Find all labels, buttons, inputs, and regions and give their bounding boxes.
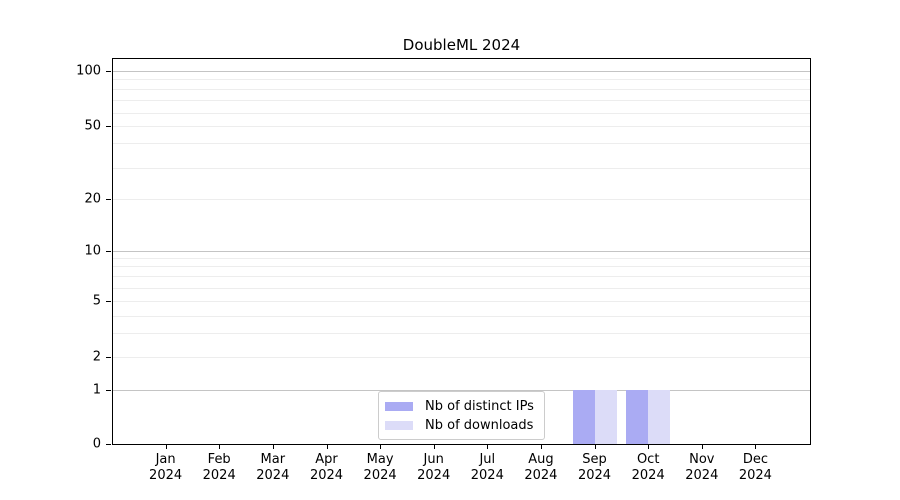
legend-item-nb-of-downloads: Nb of downloads (385, 417, 534, 433)
legend-label-nb-of-downloads: Nb of downloads (425, 417, 534, 433)
x-tick-label-oct: Oct 2024 (632, 452, 665, 484)
y-tick-label-5: 5 (92, 293, 101, 308)
x-tick-label-dec: Dec 2024 (739, 452, 772, 484)
x-tick-year-oct: 2024 (631, 468, 665, 483)
x-tick-label-feb: Feb 2024 (203, 452, 236, 484)
x-tick-month-feb: Feb (207, 452, 231, 467)
bars-layer (113, 59, 810, 444)
y-tick-50 (106, 125, 111, 127)
bar-oct-nb-of-downloads (648, 389, 671, 444)
x-tick-label-sep: Sep 2024 (578, 452, 611, 484)
y-tick-label-2: 2 (92, 349, 101, 365)
gridline-y-4 (113, 315, 810, 317)
y-tick-label-50: 50 (84, 118, 101, 133)
y-tick-10 (106, 250, 111, 252)
x-tick-year-nov: 2024 (685, 468, 719, 483)
y-tick-5 (106, 300, 111, 302)
x-tick-year-sep: 2024 (577, 468, 612, 483)
gridline-y-3 (113, 333, 810, 334)
bar-oct-nb-of-distinct-ips (626, 389, 649, 444)
x-tick-month-oct: Oct (636, 452, 660, 467)
x-tick-label-jul: Jul 2024 (471, 452, 504, 484)
y-tick-label-10: 10 (84, 243, 101, 258)
x-tick-month-jan: Jan (155, 452, 176, 467)
bar-sep-nb-of-distinct-ips (572, 389, 595, 444)
legend-swatch-nb-of-distinct-ips (385, 401, 413, 411)
legend-label-nb-of-distinct-ips: Nb of distinct IPs (425, 398, 534, 414)
gridline-y-30 (113, 168, 810, 169)
gridline-y-60 (113, 113, 810, 114)
y-tick-1 (106, 389, 111, 391)
x-tick-month-mar: Mar (260, 452, 286, 467)
y-tick-label-100: 100 (76, 63, 101, 78)
x-tick-year-apr: 2024 (309, 468, 344, 483)
y-tick-20 (106, 199, 111, 200)
gridline-y-10 (113, 250, 810, 252)
x-tick-year-may: 2024 (363, 468, 397, 483)
gridline-y-6 (113, 288, 810, 289)
gridline-y-1 (113, 389, 810, 391)
legend-item-nb-of-distinct-ips: Nb of distinct IPs (385, 398, 534, 414)
x-tick-year-jun: 2024 (417, 468, 451, 483)
grid-layer (113, 59, 810, 444)
x-tick-year-jan: 2024 (149, 468, 183, 483)
x-tick-year-mar: 2024 (256, 468, 290, 483)
x-tick-month-may: May (366, 452, 394, 467)
y-tick-100 (106, 70, 111, 72)
y-tick-2 (106, 357, 111, 358)
x-tick-year-jul: 2024 (470, 468, 504, 483)
bar-sep-nb-of-downloads (594, 389, 617, 444)
gridline-y-7 (113, 276, 810, 277)
x-tick-month-dec: Dec (742, 452, 768, 467)
x-tick-label-jun: Jun 2024 (417, 452, 450, 484)
plot-area: Nb of distinct IPs Nb of downloads (112, 58, 811, 445)
x-tick-label-may: May 2024 (364, 452, 397, 484)
x-tick-month-nov: Nov (689, 452, 715, 467)
gridline-y-8 (113, 266, 810, 267)
x-tick-year-aug: 2024 (524, 468, 558, 483)
x-tick-month-jun: Jun (423, 452, 444, 467)
gridline-y-40 (113, 143, 810, 144)
legend: Nb of distinct IPs Nb of downloads (378, 391, 545, 440)
y-tick-label-0: 0 (92, 436, 101, 452)
gridline-y-90 (113, 78, 810, 80)
gridline-y-80 (113, 89, 810, 90)
chart-title: DoubleML 2024 (402, 36, 521, 54)
x-tick-label-jan: Jan 2024 (149, 452, 182, 484)
x-tick-year-dec: 2024 (738, 468, 772, 483)
x-tick-month-apr: Apr (315, 452, 338, 467)
gridline-y-100 (113, 70, 810, 72)
gridline-y-20 (113, 199, 810, 200)
gridline-y-70 (113, 100, 810, 101)
x-tick-month-sep: Sep (582, 452, 607, 467)
legend-swatch-nb-of-downloads (385, 420, 413, 430)
gridline-y-2 (113, 357, 810, 358)
y-tick-0 (106, 444, 111, 445)
x-tick-label-mar: Mar 2024 (256, 452, 289, 484)
x-tick-label-apr: Apr 2024 (310, 452, 343, 484)
x-tick-label-aug: Aug 2024 (524, 452, 557, 484)
x-tick-month-jul: Jul (479, 452, 496, 467)
x-tick-year-feb: 2024 (202, 468, 236, 483)
x-tick-month-aug: Aug (528, 452, 554, 467)
x-tick-label-nov: Nov 2024 (685, 452, 718, 484)
gridline-y-5 (113, 300, 810, 302)
gridline-y-50 (113, 125, 810, 127)
y-tick-label-20: 20 (84, 191, 101, 207)
y-tick-label-1: 1 (92, 382, 101, 397)
gridline-y-9 (113, 258, 810, 259)
